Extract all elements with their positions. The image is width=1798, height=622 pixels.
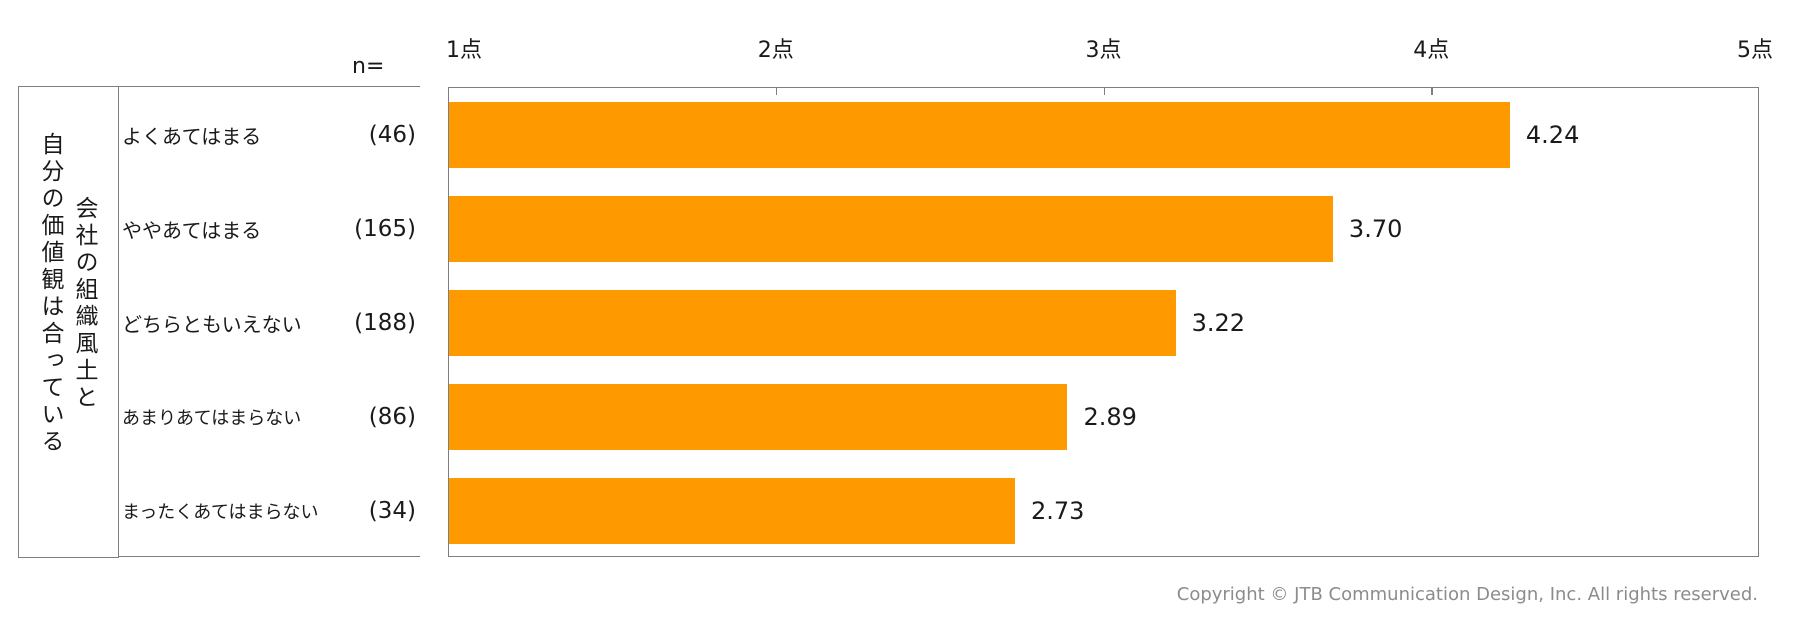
- category-label: よくあてはまる: [122, 124, 262, 149]
- category-label: ややあてはまる: [122, 218, 262, 243]
- sample-size-label: (86): [368, 404, 416, 430]
- bar: [449, 290, 1176, 356]
- x-tick-mark: [1103, 87, 1105, 95]
- x-tick-mark: [775, 87, 778, 95]
- sample-size-label: (165): [354, 216, 416, 242]
- x-tick-label: 2点: [757, 38, 794, 63]
- bar-value-label: 2.73: [1031, 497, 1085, 525]
- n-header: n=: [352, 54, 385, 79]
- label-top-line: [118, 86, 420, 87]
- bar-value-label: 2.89: [1083, 403, 1137, 431]
- label-bottom-line: [118, 556, 420, 557]
- x-tick-label: 1点: [446, 38, 482, 63]
- x-tick-label: 4点: [1413, 38, 1450, 63]
- x-tick-label: 3点: [1085, 38, 1122, 63]
- bar-value-label: 4.24: [1525, 121, 1580, 149]
- sample-size-label: (188): [354, 310, 416, 336]
- category-label: まったくあてはまらない: [122, 502, 319, 523]
- category-label: どちらともいえない: [122, 312, 302, 337]
- bar-value-label: 3.22: [1191, 309, 1246, 337]
- category-label: あまりあてはまらない: [122, 408, 302, 429]
- sample-size-label: (34): [368, 498, 416, 524]
- bar-value-label: 3.70: [1348, 215, 1403, 243]
- group-divider: [118, 86, 119, 557]
- bar: [449, 478, 1015, 544]
- copyright: Copyright © JTB Communication Design, In…: [1176, 584, 1758, 605]
- group-label-column2: 会社の組織風土と: [71, 196, 97, 412]
- x-tick-label: 5点: [1737, 38, 1773, 63]
- sample-size-label: (46): [368, 122, 416, 148]
- bar: [449, 384, 1068, 450]
- bar: [449, 196, 1333, 262]
- x-tick-mark: [1431, 87, 1433, 95]
- group-label-column1: 自分の価値観は合っている: [37, 132, 63, 456]
- bar: [449, 102, 1510, 168]
- group-box: [18, 86, 119, 558]
